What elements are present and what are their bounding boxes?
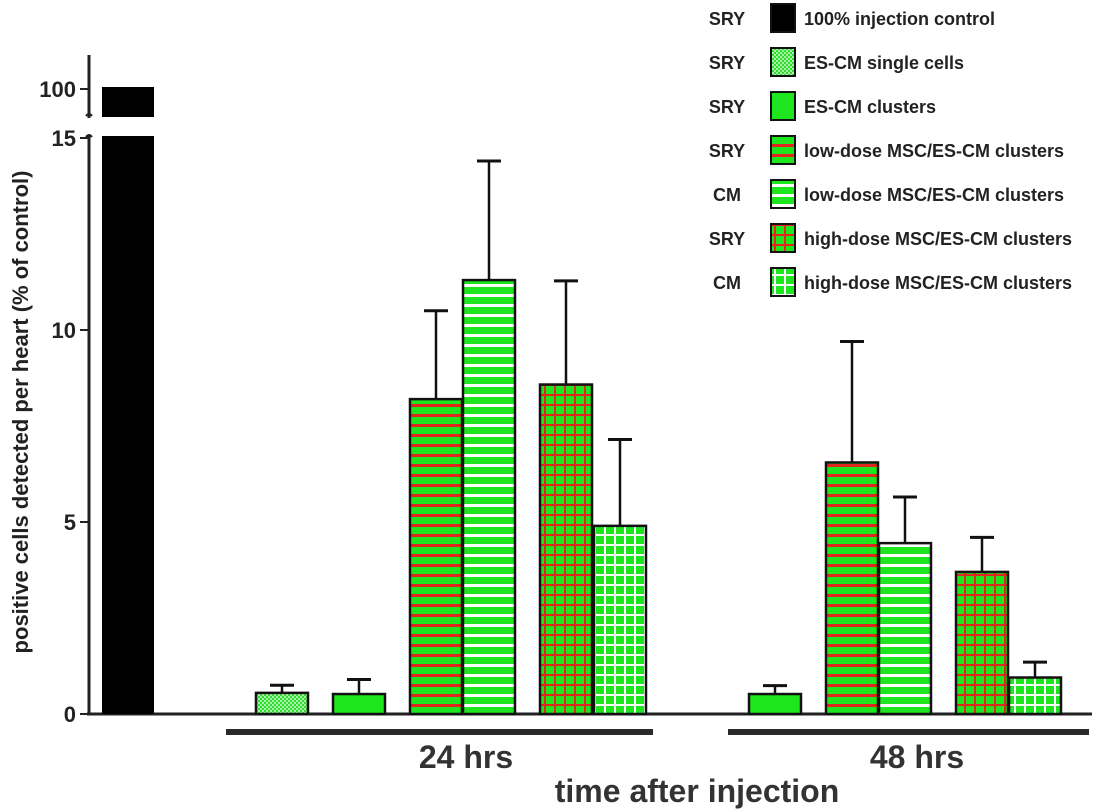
bar-clusters-24hrs — [331, 692, 387, 716]
y-axis-break-mark — [85, 113, 93, 117]
legend-prefix-clusters: SRY — [709, 97, 745, 117]
bar-low_cm-48hrs — [877, 541, 933, 716]
legend: SRY 100% injection control SRY ES-CM single… — [709, 3, 1072, 297]
group-label-24hrs: 24 hrs — [419, 739, 513, 775]
x-axis-title: time after injection — [555, 773, 840, 809]
legend-swatch-low_sry — [770, 135, 796, 165]
bar-low_sry-48hrs — [824, 461, 880, 716]
legend-label-high_sry: high-dose MSC/ES-CM clusters — [804, 229, 1072, 249]
legend-swatch-single — [770, 47, 796, 77]
bar-low_cm-24hrs — [461, 278, 517, 716]
legend-label-low_cm: low-dose MSC/ES-CM clusters — [804, 185, 1064, 205]
bar-low_sry-24hrs — [408, 397, 464, 716]
legend-prefix-low_sry: SRY — [709, 141, 745, 161]
y-tick-label-100: 100 — [39, 77, 76, 102]
bar-high_cm-24hrs — [592, 524, 648, 716]
legend-label-control: 100% injection control — [804, 9, 995, 29]
legend-swatch-low_cm — [770, 179, 796, 209]
y-axis-break-mark — [85, 134, 93, 138]
y-tick-label-0: 0 — [64, 702, 76, 727]
bar-control — [102, 136, 154, 714]
bar-high_sry-48hrs — [954, 570, 1010, 716]
legend-swatch-high_sry — [770, 223, 796, 253]
legend-prefix-high_cm: CM — [713, 273, 741, 293]
legend-prefix-low_cm: CM — [713, 185, 741, 205]
bar-control-upper — [102, 87, 154, 117]
legend-label-low_sry: low-dose MSC/ES-CM clusters — [804, 141, 1064, 161]
legend-prefix-control: SRY — [709, 9, 745, 29]
legend-label-high_cm: high-dose MSC/ES-CM clusters — [804, 273, 1072, 293]
legend-prefix-high_sry: SRY — [709, 229, 745, 249]
y-ticks: 100 15 10 5 0 — [39, 77, 89, 727]
y-tick-label-10: 10 — [52, 318, 76, 343]
legend-label-single: ES-CM single cells — [804, 53, 964, 73]
legend-label-clusters: ES-CM clusters — [804, 97, 936, 117]
legend-prefix-single: SRY — [709, 53, 745, 73]
bar-clusters-48hrs — [747, 692, 803, 716]
y-axis-title: positive cells detected per heart (% of … — [8, 171, 33, 654]
bar-high_sry-24hrs — [538, 383, 594, 716]
bar-high_cm-48hrs — [1007, 676, 1063, 716]
group-label-48hrs: 48 hrs — [870, 739, 964, 775]
y-tick-label-5: 5 — [64, 510, 76, 535]
legend-swatch-clusters — [770, 91, 796, 121]
bar-single-24hrs — [254, 691, 310, 716]
legend-swatch-high_cm — [770, 267, 796, 297]
y-tick-label-15: 15 — [52, 126, 76, 151]
bars — [102, 87, 1063, 716]
legend-swatch-control — [770, 3, 796, 33]
